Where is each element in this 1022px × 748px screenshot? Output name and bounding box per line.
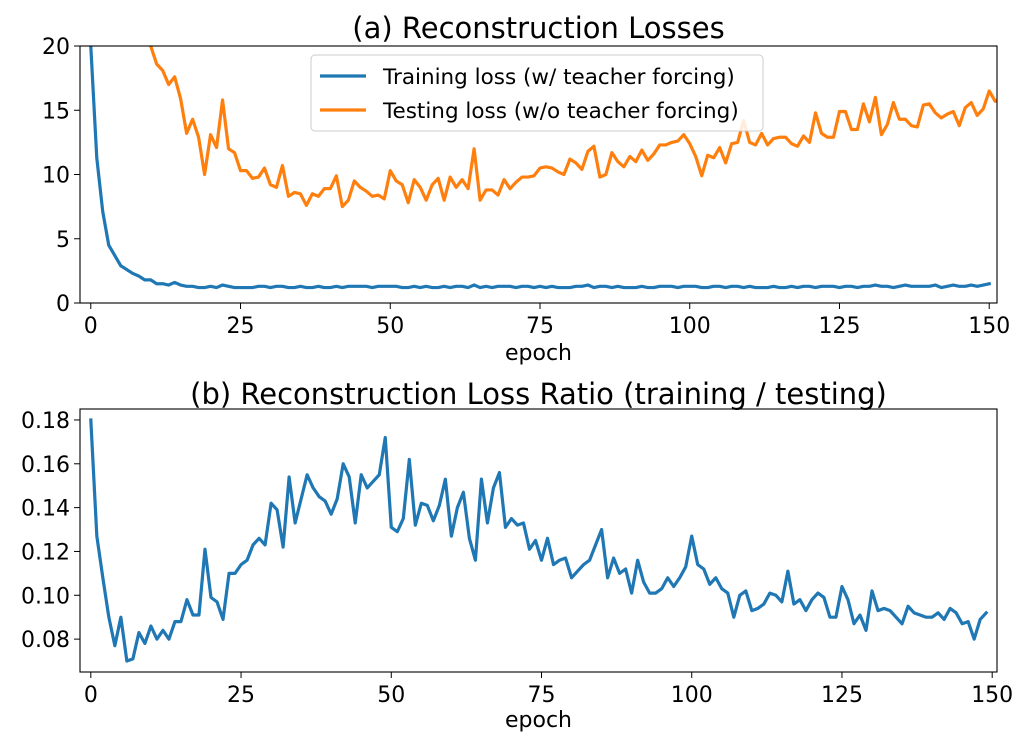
y-tick-label: 0.16 bbox=[21, 453, 70, 478]
x-tick-label: 100 bbox=[671, 683, 713, 708]
x-tick-label: 150 bbox=[971, 683, 1013, 708]
y-tick-label: 20 bbox=[42, 35, 70, 60]
legend-label: Training loss (w/ teacher forcing) bbox=[382, 65, 735, 90]
x-tick-label: 50 bbox=[376, 314, 404, 339]
y-tick-label: 15 bbox=[42, 99, 70, 124]
legend-label: Testing loss (w/o teacher forcing) bbox=[382, 99, 739, 124]
x-tick-label: 125 bbox=[821, 683, 863, 708]
x-tick-label: 25 bbox=[227, 314, 255, 339]
series-line-0 bbox=[89, 46, 992, 290]
legend: Training loss (w/ teacher forcing) Testin… bbox=[310, 54, 764, 132]
y-tick-label: 0.14 bbox=[21, 497, 70, 522]
x-tick-label: 0 bbox=[84, 314, 98, 339]
x-tick-label: 150 bbox=[968, 314, 1010, 339]
x-tick-label: 0 bbox=[84, 683, 98, 708]
y-tick-label: 10 bbox=[42, 164, 70, 189]
plot-frame bbox=[79, 408, 998, 673]
chart-title: (b) Reconstruction Loss Ratio (training … bbox=[190, 377, 887, 411]
x-axis-label: epoch bbox=[505, 708, 572, 733]
y-tick-label: 5 bbox=[56, 228, 70, 253]
panel-b: (b) Reconstruction Loss Ratio (training … bbox=[21, 377, 1013, 733]
chart-title: (a) Reconstruction Losses bbox=[352, 11, 724, 45]
y-tick-label: 0.08 bbox=[21, 628, 70, 653]
x-tick-label: 125 bbox=[818, 314, 860, 339]
x-tick-label: 75 bbox=[526, 314, 554, 339]
x-tick-label: 75 bbox=[528, 683, 556, 708]
series-line-0 bbox=[89, 418, 989, 663]
x-tick-label: 50 bbox=[377, 683, 405, 708]
series-line-1 bbox=[148, 46, 997, 209]
y-tick-label: 0.18 bbox=[21, 409, 70, 434]
x-tick-label: 100 bbox=[669, 314, 711, 339]
y-tick-label: 0.10 bbox=[21, 584, 70, 609]
y-tick-label: 0 bbox=[56, 292, 70, 317]
y-tick-label: 0.12 bbox=[21, 540, 70, 565]
x-tick-label: 25 bbox=[227, 683, 255, 708]
legend-box bbox=[310, 54, 764, 132]
x-axis-label: epoch bbox=[505, 341, 572, 366]
